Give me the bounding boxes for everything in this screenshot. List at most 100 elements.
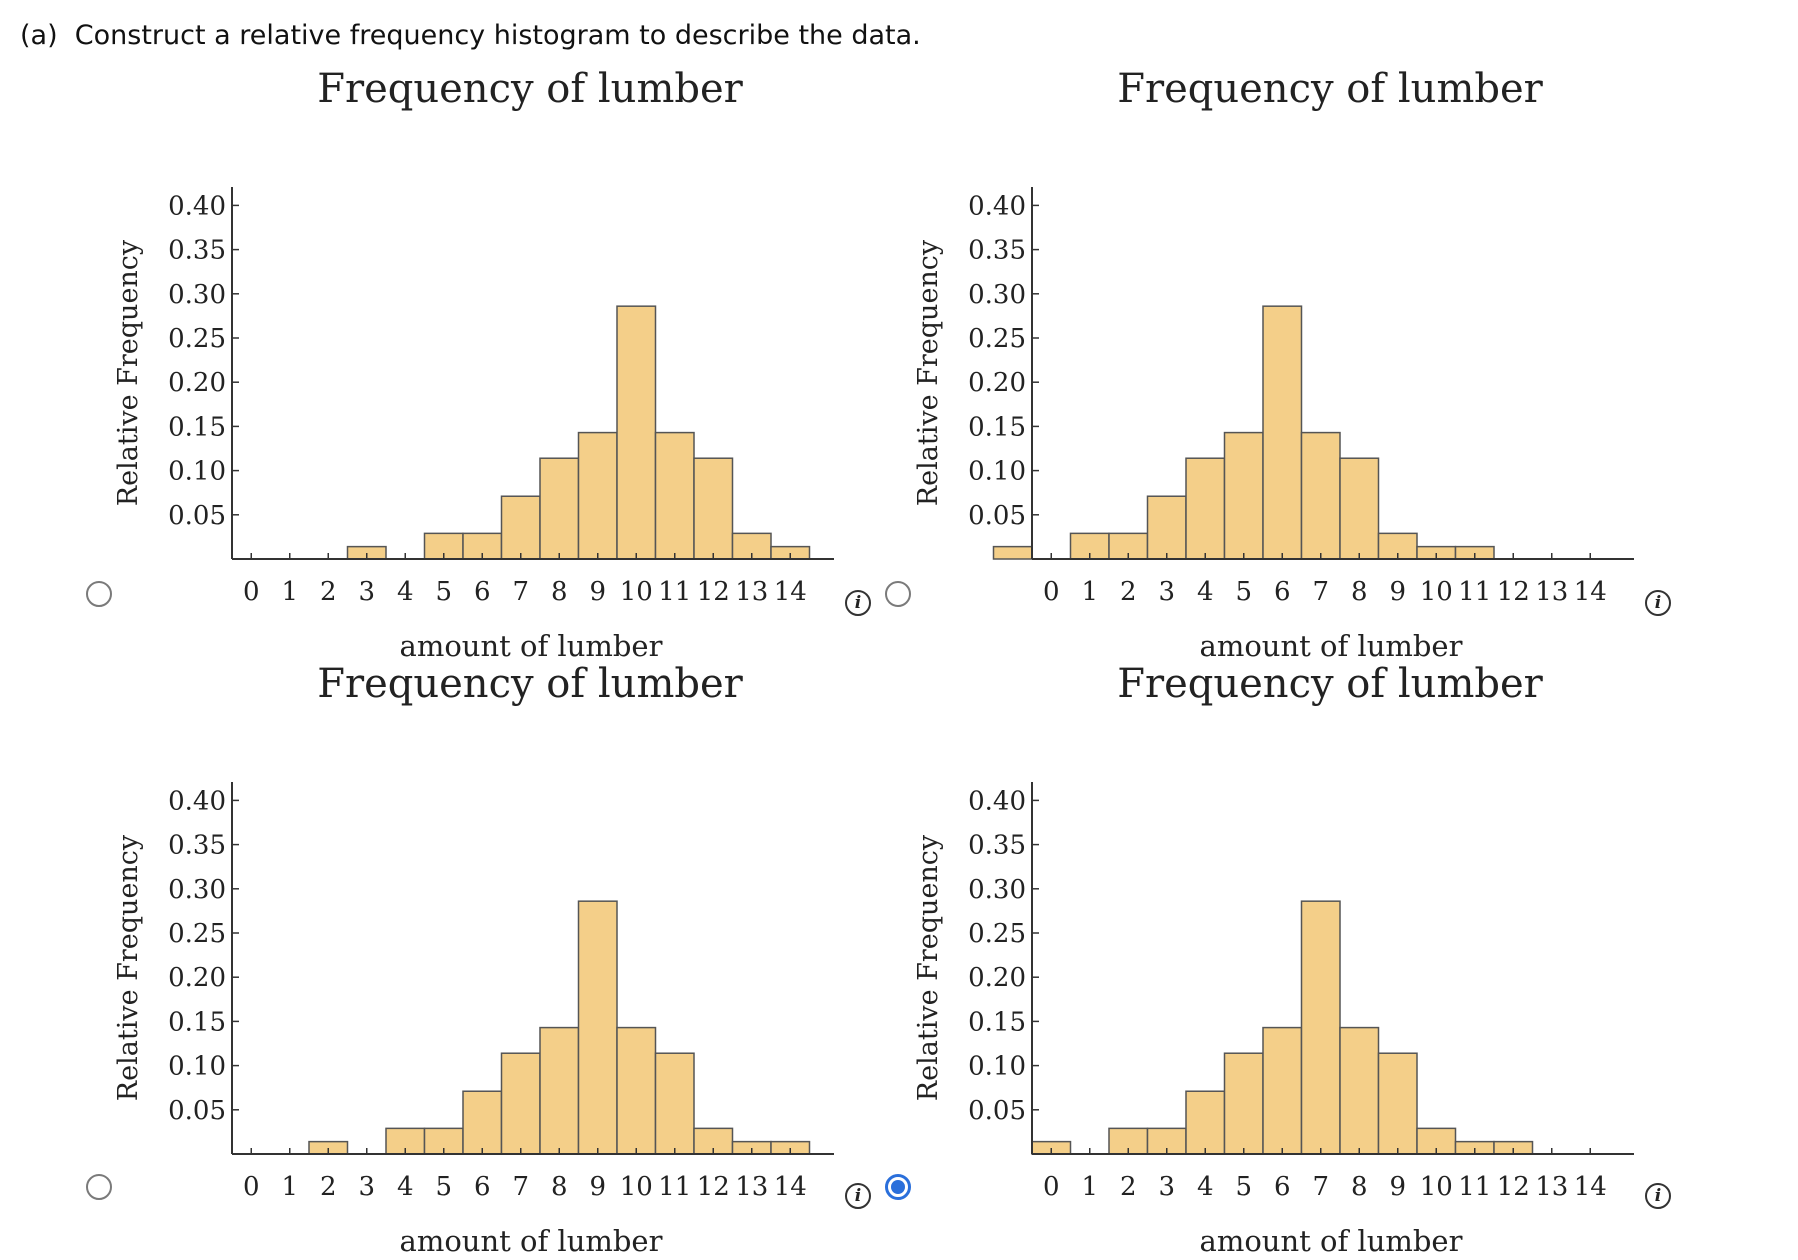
histogram-bar: [1223, 431, 1264, 560]
x-tick-label: 11: [1458, 1172, 1491, 1202]
histogram-bar: [693, 457, 734, 560]
option-4-radio[interactable]: [885, 1174, 911, 1200]
x-tick-label: 10: [620, 577, 653, 607]
x-tick-label: 9: [1389, 577, 1406, 607]
x-tick-label: 11: [658, 1172, 691, 1202]
histogram-bar: [616, 1026, 657, 1155]
x-tick-label: 14: [774, 577, 807, 607]
x-tick-label: 5: [1235, 1172, 1252, 1202]
y-tick-label: 0.10: [968, 1052, 1026, 1082]
y-tick-label: 0.35: [168, 831, 226, 861]
y-tick-label: 0.05: [968, 501, 1026, 531]
y-tick-label: 0.25: [968, 919, 1026, 949]
y-tick-label: 0.30: [968, 280, 1026, 310]
x-tick-label: 14: [1574, 1172, 1607, 1202]
option-1-info-icon[interactable]: [845, 590, 871, 616]
histogram-bar: [1300, 900, 1341, 1155]
x-tick-label: 2: [320, 1172, 337, 1202]
x-tick-label: 13: [1535, 1172, 1568, 1202]
x-tick-label: 6: [474, 577, 491, 607]
y-tick-label: 0.30: [968, 875, 1026, 905]
x-tick-label: 11: [1458, 577, 1491, 607]
option-3-info-icon[interactable]: [845, 1183, 871, 1209]
x-axis-label: amount of lumber: [400, 1224, 663, 1258]
y-tick-label: 0.25: [168, 324, 226, 354]
histogram-chart: Frequency of lumber Relative Frequency amo…: [113, 66, 834, 663]
histogram-bar: [1339, 457, 1380, 560]
x-tick-label: 5: [435, 577, 452, 607]
answer-option-1: Frequency of lumber Relative Frequency amo…: [80, 60, 960, 663]
option-3-radio[interactable]: [86, 1174, 112, 1200]
y-tick-label: 0.25: [968, 324, 1026, 354]
x-tick-label: 1: [281, 577, 298, 607]
x-tick-label: 3: [1158, 577, 1175, 607]
x-tick-label: 4: [397, 577, 414, 607]
histogram-chart: Frequency of lumber Relative Frequency amo…: [913, 66, 1634, 663]
x-tick-label: 10: [1420, 1172, 1453, 1202]
x-tick-label: 10: [1420, 577, 1453, 607]
x-tick-label: 4: [1197, 1172, 1214, 1202]
histogram-bar: [1223, 1052, 1264, 1155]
x-tick-label: 7: [512, 1172, 529, 1202]
question-prompt: (a) Construct a relative frequency histo…: [20, 20, 921, 51]
y-axis-label: Relative Frequency: [913, 834, 944, 1101]
x-tick-label: 8: [551, 1172, 568, 1202]
y-tick-label: 0.40: [968, 786, 1026, 816]
x-tick-label: 6: [1274, 1172, 1291, 1202]
histogram-bar: [616, 305, 657, 560]
option-1-radio[interactable]: [86, 581, 112, 607]
y-tick-label: 0.40: [168, 786, 226, 816]
chart-title: Frequency of lumber: [317, 661, 743, 707]
y-tick-label: 0.40: [968, 191, 1026, 221]
histogram-bar: [500, 1052, 541, 1155]
x-tick-label: 4: [1197, 577, 1214, 607]
x-tick-label: 12: [697, 577, 730, 607]
x-tick-label: 2: [1120, 577, 1137, 607]
histogram-bar: [1146, 495, 1187, 560]
option-2-radio[interactable]: [885, 581, 911, 607]
question-text: Construct a relative frequency histogram…: [74, 20, 921, 51]
answer-option-4: Frequency of lumber Relative Frequency amo…: [880, 655, 1760, 1258]
option-4-info-icon[interactable]: [1645, 1183, 1671, 1209]
x-tick-label: 8: [551, 577, 568, 607]
x-axis-label: amount of lumber: [1200, 629, 1463, 663]
x-tick-label: 3: [1158, 1172, 1175, 1202]
x-axis-label: amount of lumber: [400, 629, 663, 663]
x-tick-label: 0: [1043, 577, 1060, 607]
y-axis-label: Relative Frequency: [113, 834, 144, 1101]
x-tick-label: 6: [474, 1172, 491, 1202]
x-tick-label: 0: [243, 1172, 260, 1202]
histogram-bar: [577, 900, 618, 1155]
x-tick-label: 12: [1497, 1172, 1530, 1202]
x-tick-label: 9: [589, 1172, 606, 1202]
histogram-bar: [1300, 431, 1341, 560]
x-tick-label: 7: [512, 577, 529, 607]
chart-title: Frequency of lumber: [1117, 66, 1543, 112]
histogram-chart: Frequency of lumber Relative Frequency amo…: [913, 661, 1634, 1258]
histogram-bar: [992, 545, 1033, 560]
chart-title: Frequency of lumber: [317, 66, 743, 112]
x-tick-label: 10: [620, 1172, 653, 1202]
histogram-chart: Frequency of lumber Relative Frequency amo…: [113, 661, 834, 1258]
histogram-bar: [500, 495, 541, 560]
x-tick-label: 12: [697, 1172, 730, 1202]
x-tick-label: 9: [589, 577, 606, 607]
y-tick-label: 0.30: [168, 280, 226, 310]
histogram-bar: [577, 431, 618, 560]
x-tick-label: 3: [358, 577, 375, 607]
y-tick-label: 0.35: [968, 236, 1026, 266]
option-2-info-icon[interactable]: [1645, 590, 1671, 616]
histogram-bar: [539, 1026, 580, 1155]
y-tick-label: 0.15: [168, 1007, 226, 1037]
answer-option-3: Frequency of lumber Relative Frequency amo…: [80, 655, 960, 1258]
x-tick-label: 12: [1497, 577, 1530, 607]
x-tick-label: 7: [1312, 1172, 1329, 1202]
y-tick-label: 0.20: [168, 963, 226, 993]
x-tick-label: 0: [1043, 1172, 1060, 1202]
y-tick-label: 0.20: [168, 368, 226, 398]
y-tick-label: 0.10: [168, 457, 226, 487]
x-tick-label: 3: [358, 1172, 375, 1202]
x-tick-label: 5: [1235, 577, 1252, 607]
y-tick-label: 0.10: [968, 457, 1026, 487]
y-tick-label: 0.15: [968, 412, 1026, 442]
